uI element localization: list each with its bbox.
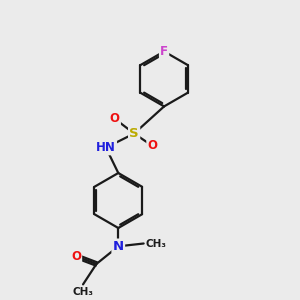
Text: N: N <box>113 240 124 253</box>
Text: CH₃: CH₃ <box>73 287 94 297</box>
Text: O: O <box>148 140 158 152</box>
Text: O: O <box>71 250 81 263</box>
Text: HN: HN <box>96 141 116 154</box>
Text: O: O <box>110 112 120 125</box>
Text: S: S <box>129 127 139 140</box>
Text: CH₃: CH₃ <box>146 238 167 248</box>
Text: F: F <box>160 45 168 58</box>
